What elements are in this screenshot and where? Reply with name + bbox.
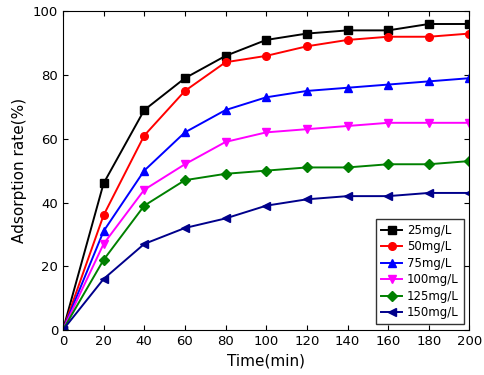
25mg/L xyxy=(101,181,106,186)
50mg/L xyxy=(60,328,66,332)
Line: 100mg/L: 100mg/L xyxy=(59,119,473,334)
125mg/L xyxy=(345,165,350,170)
25mg/L xyxy=(263,38,269,42)
125mg/L xyxy=(60,328,66,332)
50mg/L xyxy=(345,38,350,42)
100mg/L xyxy=(467,121,472,125)
100mg/L xyxy=(385,121,391,125)
75mg/L xyxy=(385,82,391,87)
100mg/L xyxy=(345,124,350,128)
Line: 150mg/L: 150mg/L xyxy=(59,189,473,334)
125mg/L xyxy=(467,159,472,164)
50mg/L xyxy=(223,60,228,64)
25mg/L xyxy=(345,28,350,33)
25mg/L xyxy=(223,54,228,58)
125mg/L xyxy=(101,258,106,262)
25mg/L xyxy=(385,28,391,33)
Legend: 25mg/L, 50mg/L, 75mg/L, 100mg/L, 125mg/L, 150mg/L: 25mg/L, 50mg/L, 75mg/L, 100mg/L, 125mg/L… xyxy=(376,219,464,324)
Line: 50mg/L: 50mg/L xyxy=(59,30,473,334)
25mg/L xyxy=(60,328,66,332)
75mg/L xyxy=(182,130,188,135)
100mg/L xyxy=(101,242,106,246)
Y-axis label: Adsorption rate(%): Adsorption rate(%) xyxy=(12,98,27,243)
150mg/L xyxy=(223,216,228,220)
150mg/L xyxy=(345,194,350,198)
125mg/L xyxy=(304,165,310,170)
Line: 25mg/L: 25mg/L xyxy=(59,20,473,334)
75mg/L xyxy=(223,108,228,112)
50mg/L xyxy=(426,34,432,39)
75mg/L xyxy=(141,168,147,173)
150mg/L xyxy=(263,203,269,208)
150mg/L xyxy=(304,197,310,202)
25mg/L xyxy=(182,76,188,81)
150mg/L xyxy=(182,226,188,230)
150mg/L xyxy=(60,328,66,332)
75mg/L xyxy=(345,86,350,90)
100mg/L xyxy=(304,127,310,132)
50mg/L xyxy=(263,54,269,58)
50mg/L xyxy=(101,213,106,217)
Line: 125mg/L: 125mg/L xyxy=(59,157,473,334)
150mg/L xyxy=(426,190,432,195)
50mg/L xyxy=(467,32,472,36)
75mg/L xyxy=(263,95,269,100)
75mg/L xyxy=(426,79,432,84)
75mg/L xyxy=(467,76,472,81)
75mg/L xyxy=(101,229,106,233)
25mg/L xyxy=(426,22,432,26)
25mg/L xyxy=(141,108,147,112)
75mg/L xyxy=(60,328,66,332)
25mg/L xyxy=(304,32,310,36)
50mg/L xyxy=(182,89,188,93)
X-axis label: Time(min): Time(min) xyxy=(227,353,305,368)
Line: 75mg/L: 75mg/L xyxy=(59,74,473,334)
75mg/L xyxy=(304,89,310,93)
100mg/L xyxy=(426,121,432,125)
50mg/L xyxy=(304,44,310,49)
100mg/L xyxy=(223,140,228,144)
150mg/L xyxy=(141,242,147,246)
125mg/L xyxy=(263,168,269,173)
50mg/L xyxy=(141,134,147,138)
125mg/L xyxy=(385,162,391,166)
100mg/L xyxy=(141,188,147,192)
100mg/L xyxy=(182,162,188,166)
100mg/L xyxy=(60,328,66,332)
125mg/L xyxy=(426,162,432,166)
100mg/L xyxy=(263,130,269,135)
50mg/L xyxy=(385,34,391,39)
150mg/L xyxy=(101,277,106,281)
150mg/L xyxy=(467,190,472,195)
125mg/L xyxy=(223,172,228,176)
150mg/L xyxy=(385,194,391,198)
25mg/L xyxy=(467,22,472,26)
125mg/L xyxy=(141,203,147,208)
125mg/L xyxy=(182,178,188,183)
